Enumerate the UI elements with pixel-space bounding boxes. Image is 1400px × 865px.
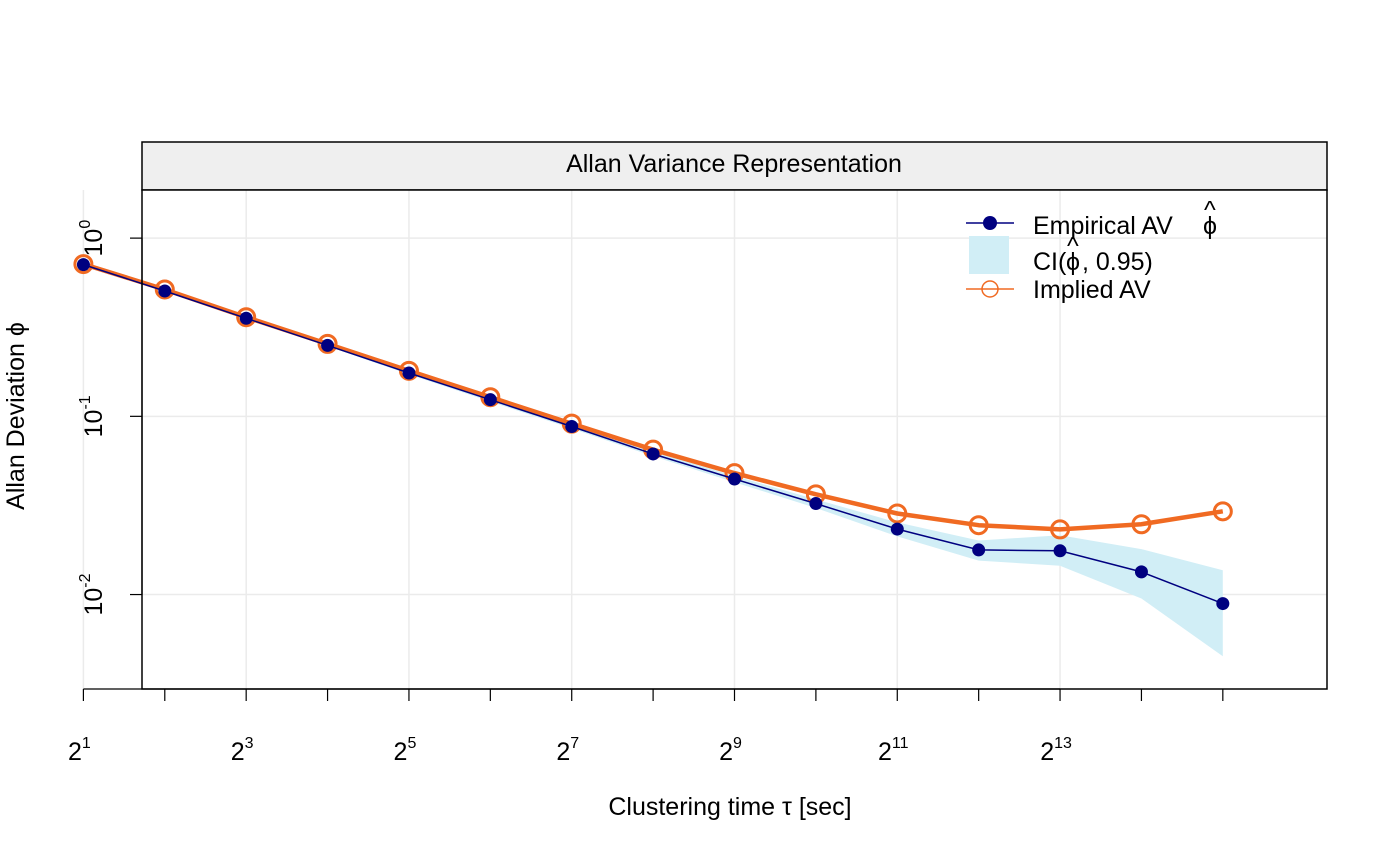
empirical-point bbox=[728, 472, 741, 486]
x-axis-title: Clustering time τ [sec] bbox=[608, 793, 851, 821]
empirical-av-series bbox=[76, 258, 1230, 611]
empirical-point bbox=[1053, 544, 1067, 558]
empirical-point bbox=[483, 393, 497, 407]
empirical-point bbox=[76, 258, 90, 272]
y-tick-label: 100 bbox=[77, 220, 108, 257]
x-tick-label: 213 bbox=[1040, 735, 1072, 766]
y-tick-label: 10-1 bbox=[77, 395, 108, 437]
empirical-point bbox=[158, 284, 172, 298]
y-axis-title: Allan Deviation ϕ bbox=[2, 322, 30, 510]
empirical-point bbox=[402, 366, 416, 380]
x-tick-label: 25 bbox=[394, 735, 417, 766]
legend-empirical-symbol: ϕ bbox=[1203, 212, 1217, 240]
legend-ci-hat: ^ bbox=[1067, 232, 1079, 260]
legend-empirical-hat: ^ bbox=[1204, 196, 1216, 224]
grid-lines bbox=[82, 190, 1327, 689]
implied-point bbox=[968, 515, 989, 536]
x-tick-label: 21 bbox=[68, 735, 91, 766]
title-strip bbox=[141, 141, 1328, 191]
implied-point bbox=[1131, 514, 1152, 535]
x-tick-label: 29 bbox=[719, 735, 742, 766]
legend-ci-symbol: ϕ bbox=[1066, 248, 1080, 276]
legend-implied-label: Implied AV bbox=[1033, 276, 1151, 304]
empirical-point bbox=[1134, 565, 1148, 579]
empirical-point bbox=[972, 543, 986, 557]
empirical-point bbox=[1216, 597, 1230, 611]
legend-implied-marker bbox=[981, 280, 999, 298]
x-tick-label: 211 bbox=[878, 735, 909, 766]
y-axis: 100 10-1 10-2 bbox=[77, 220, 143, 616]
implied-point bbox=[236, 307, 257, 328]
empirical-point bbox=[646, 447, 660, 461]
implied-point bbox=[887, 503, 908, 524]
empirical-point bbox=[565, 419, 579, 433]
implied-point bbox=[317, 333, 338, 354]
legend: Empirical AV ϕ ^ CI( ϕ ^ , 0.95) Implied… bbox=[966, 196, 1217, 304]
x-tick-label: 23 bbox=[231, 735, 254, 766]
y-tick-label: 10-2 bbox=[77, 573, 108, 615]
implied-point bbox=[1212, 501, 1233, 522]
implied-point bbox=[73, 254, 94, 275]
legend-empirical-label: Empirical AV bbox=[1033, 212, 1173, 240]
empirical-point bbox=[239, 311, 253, 325]
empirical-point bbox=[890, 522, 904, 536]
empirical-point bbox=[321, 338, 335, 352]
legend-ci-swatch bbox=[969, 236, 1009, 274]
legend-empirical-marker bbox=[983, 216, 997, 230]
empirical-point bbox=[809, 497, 823, 511]
legend-ci-label-prefix: CI( bbox=[1033, 248, 1067, 276]
implied-point bbox=[1050, 519, 1071, 540]
legend-ci-label-suffix: , 0.95) bbox=[1082, 248, 1153, 276]
x-tick-label: 27 bbox=[556, 735, 579, 766]
x-axis: 21 23 25 27 29 211 213 bbox=[68, 688, 1224, 766]
implied-point bbox=[154, 279, 175, 300]
chart-title: Allan Variance Representation bbox=[566, 150, 902, 178]
